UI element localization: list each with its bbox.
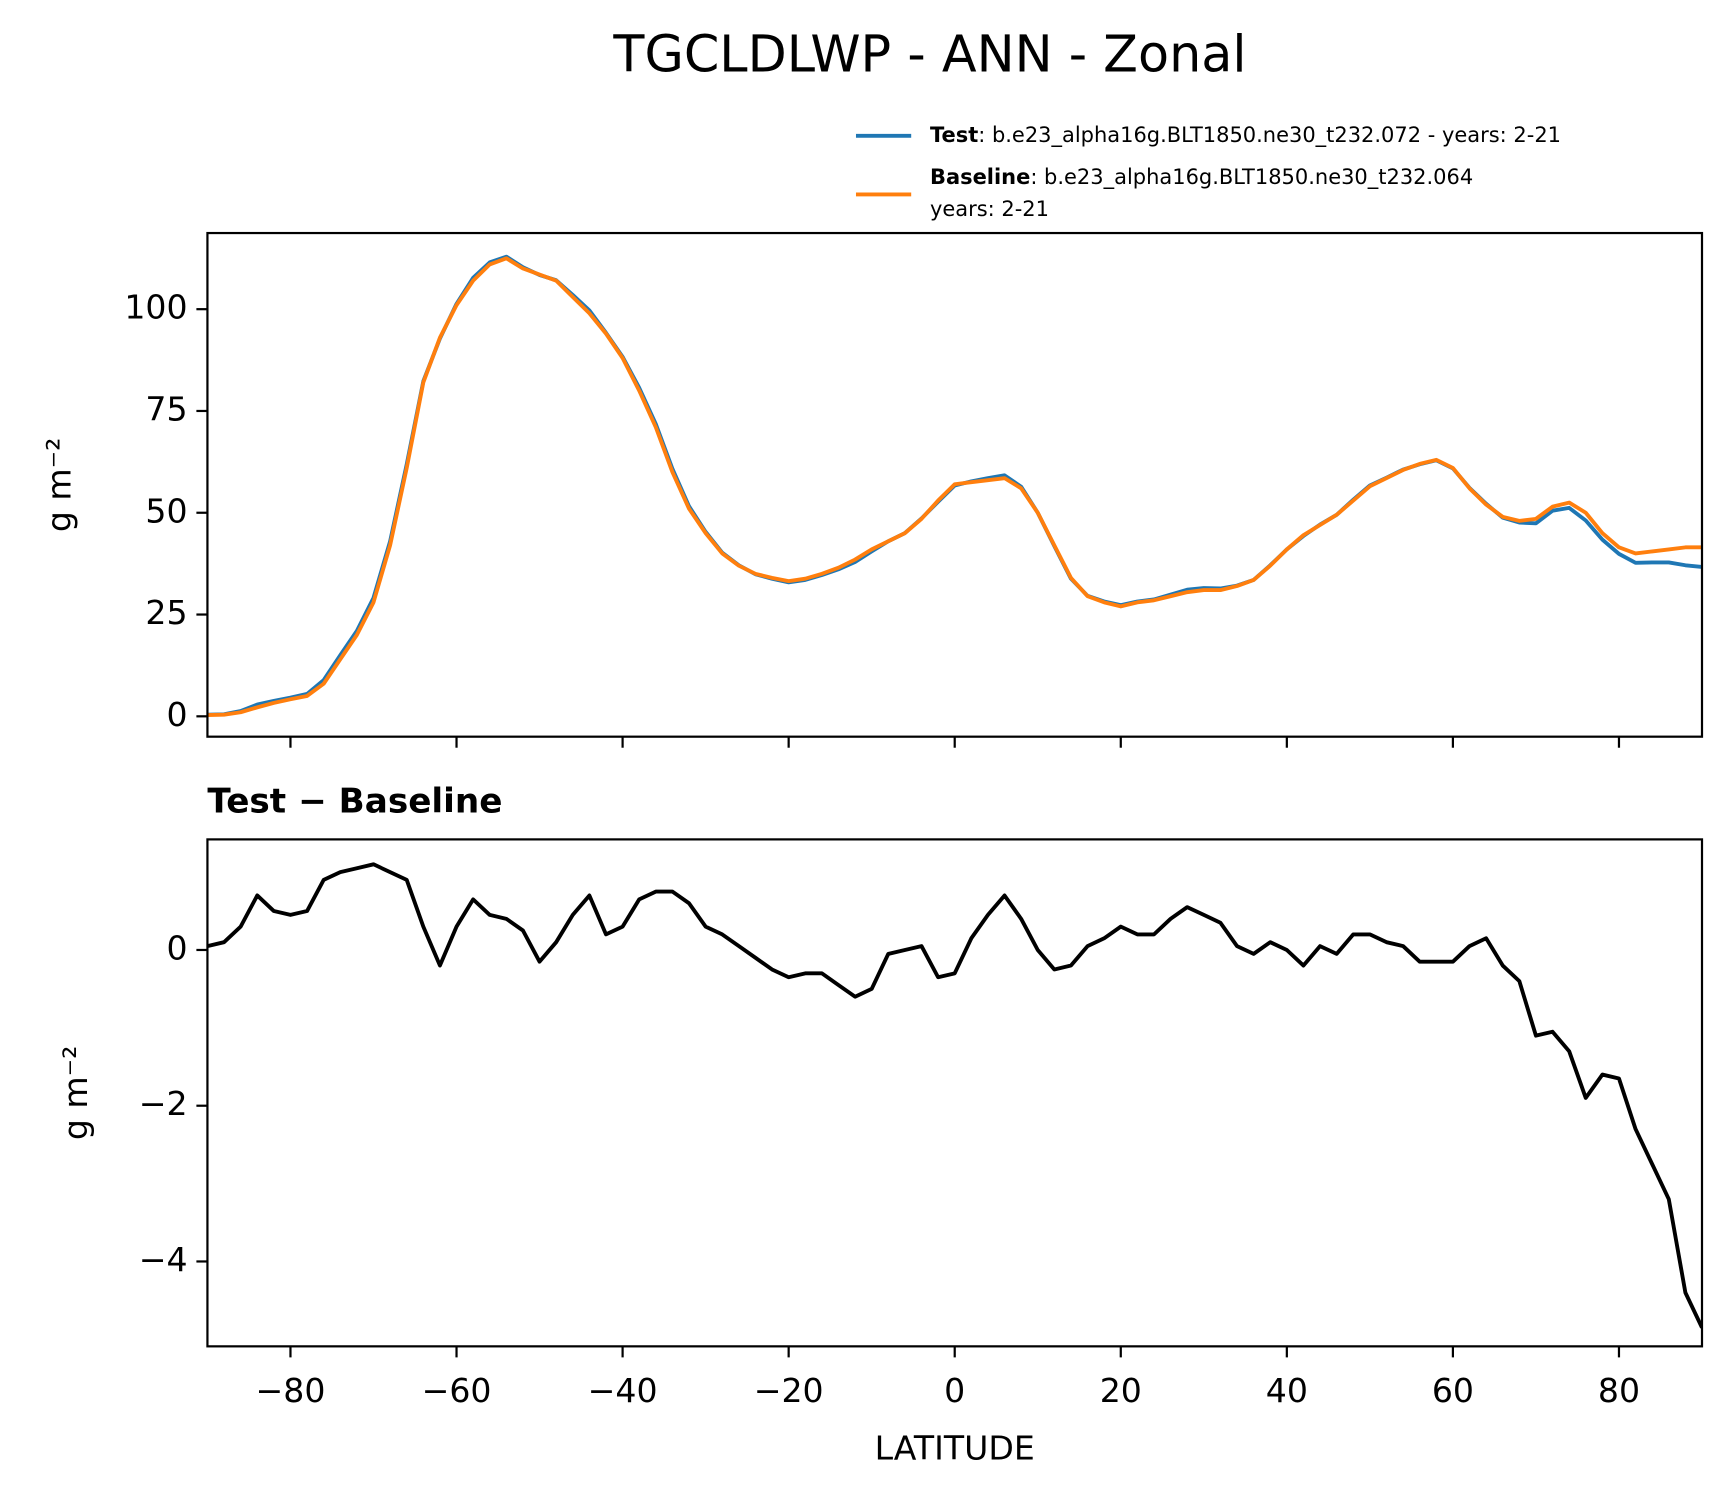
y-axis-label: g m⁻² <box>39 438 78 533</box>
y-axis-label: g m⁻² <box>56 1046 95 1141</box>
legend-label: Test: b.e23_alpha16g.BLT1850.ne30_t232.0… <box>930 123 1561 148</box>
data-line <box>207 862 1702 1329</box>
legend-name: Test <box>930 123 978 147</box>
y-tick-label: 0 <box>166 928 187 967</box>
x-tick-label: −60 <box>422 1371 492 1410</box>
y-tick-label: 0 <box>166 695 187 734</box>
y-tick-label: −4 <box>139 1240 188 1279</box>
y-tick-label: 25 <box>145 593 187 632</box>
x-tick-label: 80 <box>1598 1371 1640 1410</box>
x-tick-label: 60 <box>1432 1371 1474 1410</box>
data-line <box>207 256 1702 718</box>
chart-title: TGCLDLWP - ANN - Zonal <box>612 24 1246 83</box>
y-tick-label: 75 <box>145 389 187 428</box>
legend-text: : b.e23_alpha16g.BLT1850.ne30_t232.072 -… <box>978 123 1561 148</box>
x-axis-label: LATITUDE <box>875 1429 1035 1468</box>
legend-label: Baseline: b.e23_alpha16g.BLT1850.ne30_t2… <box>930 165 1473 221</box>
x-tick-label: 20 <box>1100 1371 1142 1410</box>
legend-name: Baseline <box>930 165 1030 189</box>
y-tick-label: −2 <box>139 1084 188 1123</box>
x-tick-label: 0 <box>944 1371 965 1410</box>
x-tick-label: −80 <box>256 1371 326 1410</box>
y-tick-label: 100 <box>124 288 187 327</box>
x-tick-label: 40 <box>1266 1371 1308 1410</box>
legend-text: : b.e23_alpha16g.BLT1850.ne30_t232.064 <box>1030 165 1473 190</box>
panel-title: Test − Baseline <box>207 781 502 821</box>
x-tick-label: −40 <box>588 1371 658 1410</box>
x-tick-label: −20 <box>754 1371 824 1410</box>
legend-text: years: 2-21 <box>930 197 1049 221</box>
y-tick-label: 50 <box>145 491 187 530</box>
